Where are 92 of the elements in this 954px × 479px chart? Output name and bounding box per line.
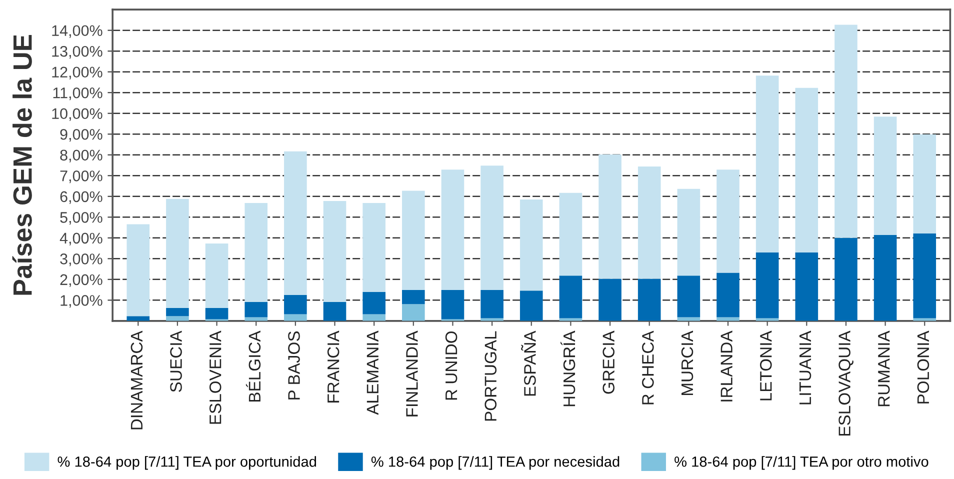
x-tick-label: IRLANDA bbox=[720, 330, 732, 402]
y-tick-label: 7,00% bbox=[60, 170, 102, 184]
bar bbox=[244, 317, 268, 321]
bar bbox=[166, 316, 189, 321]
bar bbox=[166, 198, 189, 308]
y-tick-label: 8,00% bbox=[60, 150, 102, 162]
bar bbox=[480, 166, 504, 290]
bar bbox=[362, 314, 386, 321]
x-tick-label: BÉLGICA bbox=[246, 330, 261, 402]
x-tick-label: ESLOVAQUIA bbox=[838, 330, 854, 436]
bar bbox=[559, 276, 582, 318]
bar bbox=[520, 290, 543, 321]
bar bbox=[284, 294, 307, 314]
bar bbox=[244, 302, 268, 318]
x-tick-label: LITUANIA bbox=[799, 330, 812, 404]
bar bbox=[598, 278, 622, 321]
legend-label: % 18-64 pop [7/11] TEA por otro motivo bbox=[674, 456, 928, 470]
bar bbox=[205, 244, 228, 308]
bar bbox=[402, 290, 425, 304]
bar bbox=[166, 308, 189, 316]
x-tick-label: GRECIA bbox=[602, 330, 614, 394]
bar bbox=[756, 76, 779, 252]
bar bbox=[913, 233, 936, 318]
bar bbox=[205, 308, 228, 320]
x-tick-label: ESLOVENIA bbox=[209, 330, 222, 424]
bar bbox=[795, 88, 818, 252]
bar bbox=[598, 154, 622, 279]
bar bbox=[638, 166, 661, 279]
bar bbox=[126, 224, 150, 316]
x-tick-label: PORTUGAL bbox=[484, 331, 497, 421]
bar bbox=[480, 290, 504, 318]
bar bbox=[480, 318, 504, 321]
bar bbox=[913, 318, 936, 321]
bar bbox=[323, 302, 346, 321]
x-tick-label: SUECIA bbox=[170, 330, 182, 392]
bar bbox=[716, 317, 740, 321]
y-axis-title: Países GEM de la UE bbox=[12, 35, 32, 295]
x-tick-label: MURCIA bbox=[681, 330, 694, 396]
x-tick-label: POLONIA bbox=[917, 330, 930, 404]
legend-label: % 18-64 pop [7/11] TEA por oportunidad bbox=[58, 456, 316, 470]
y-tick-label: 1,00% bbox=[60, 295, 102, 308]
x-tick-label: FRANCIA bbox=[327, 330, 340, 402]
x-tick-label: LETONIA bbox=[760, 330, 772, 400]
y-tick-label: 4,00% bbox=[60, 232, 102, 246]
x-tick-label: RUMANIA bbox=[878, 330, 890, 406]
bar bbox=[756, 252, 779, 318]
y-tick-label: 10,00% bbox=[52, 108, 102, 121]
x-tick-label: FINLANDIA bbox=[406, 330, 418, 416]
bar bbox=[874, 234, 897, 321]
bar bbox=[874, 116, 897, 235]
bar bbox=[677, 188, 700, 276]
bar bbox=[795, 252, 818, 321]
bar bbox=[402, 190, 425, 290]
x-tick-label: HUNGRÍA bbox=[560, 330, 576, 406]
bar bbox=[362, 292, 386, 314]
bar bbox=[284, 314, 307, 321]
bar bbox=[441, 170, 464, 290]
bar bbox=[559, 192, 582, 276]
x-tick-label: R CHECA bbox=[642, 330, 654, 404]
bar bbox=[520, 200, 543, 291]
bar bbox=[323, 200, 346, 302]
bar bbox=[244, 203, 268, 302]
bar bbox=[126, 316, 150, 321]
y-tick-label: 11,00% bbox=[53, 87, 102, 100]
bar bbox=[913, 134, 936, 234]
x-tick-label: ESPAÑA bbox=[521, 330, 536, 396]
bar bbox=[716, 170, 740, 273]
x-tick-label: ALEMANIA bbox=[366, 330, 378, 415]
x-tick-label: R UNIDO bbox=[445, 331, 458, 400]
bar bbox=[834, 238, 858, 321]
bar bbox=[677, 317, 700, 321]
y-tick-label: 13,00% bbox=[52, 46, 102, 59]
y-tick-label: 12,00% bbox=[52, 66, 102, 80]
bar bbox=[716, 272, 740, 318]
y-tick-label: 3,00% bbox=[60, 254, 102, 266]
bar bbox=[284, 151, 307, 295]
bar bbox=[362, 203, 386, 292]
bar bbox=[677, 276, 700, 318]
y-tick-label: 5,00% bbox=[60, 212, 102, 225]
bar bbox=[638, 278, 661, 321]
x-tick-label: DINAMARCA bbox=[130, 330, 143, 430]
bar bbox=[559, 318, 582, 321]
bar bbox=[441, 290, 464, 320]
legend-label: % 18-64 pop [7/11] TEA por necesidad bbox=[371, 456, 620, 470]
y-tick-label: 2,00% bbox=[60, 274, 102, 287]
bar bbox=[402, 304, 425, 321]
y-tick-label: 14,00% bbox=[52, 25, 102, 38]
y-tick-label: 6,00% bbox=[60, 191, 102, 204]
x-tick-label: P BAJOS bbox=[288, 331, 300, 400]
y-tick-label: 9,00% bbox=[60, 128, 102, 142]
bar bbox=[756, 318, 779, 321]
bar bbox=[834, 24, 858, 238]
